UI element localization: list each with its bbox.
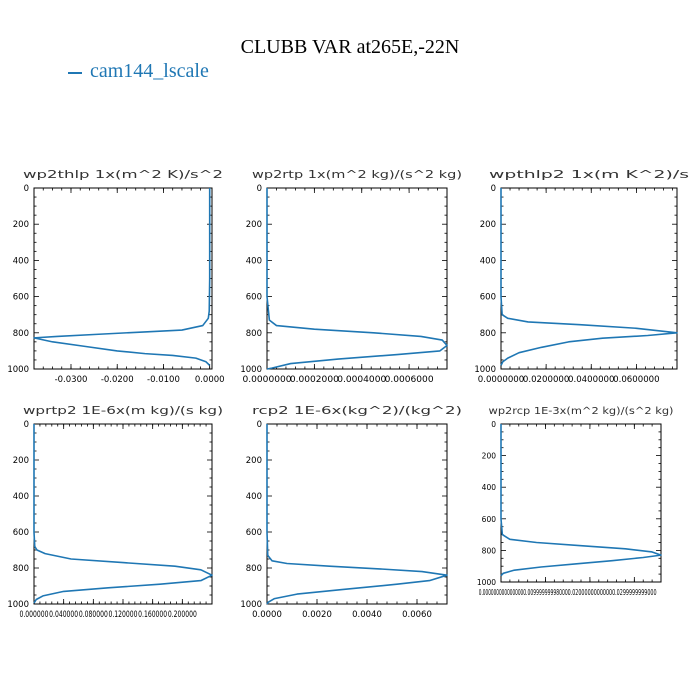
y-tick-label: 600	[13, 528, 29, 538]
y-tick-label: 0	[24, 420, 29, 430]
series-line-cam144_lscale	[500, 188, 678, 366]
y-tick-label: 200	[482, 452, 497, 461]
y-tick-label: 400	[480, 256, 496, 266]
x-tick-label: 0.0400000	[568, 375, 615, 385]
series-line-cam144_lscale	[266, 424, 448, 605]
y-tick-label: 200	[246, 456, 262, 466]
chart-panel-6: wp2rcp 1E-3x(m^2 kg)/(s^2 kg) 0 200 400 600 8…	[477, 406, 674, 597]
y-tick-label: 800	[482, 546, 497, 555]
x-tick-label: 0.0002000	[290, 375, 339, 385]
x-tick-label: 0.0000000	[243, 375, 292, 385]
x-tick-label: 0.0020	[302, 610, 332, 620]
y-tick-label: 1000	[477, 578, 496, 587]
chart-panel-3: wpthlp2 1x(m K^2)/s 0 200 400 600 800 10000.00…	[474, 169, 689, 385]
x-tick-label: 0.080000	[79, 610, 108, 620]
y-tick-label: 1000	[240, 600, 262, 610]
y-tick-label: 1000	[474, 365, 496, 375]
plot-frame	[33, 423, 213, 605]
y-tick-label: 1000	[240, 365, 262, 375]
x-tick-label: 0.160000	[138, 610, 167, 620]
x-tick-label: 0.0060	[402, 610, 432, 620]
y-tick-label: 1000	[7, 600, 29, 610]
x-tick-label: 0.000000	[20, 610, 49, 620]
plot-frame	[33, 187, 213, 370]
x-tick-label: 0.0200000	[523, 375, 570, 385]
chart-panel-1: wp2thlp 1x(m^2 K)/s^2 0 200 400 600 800 1000 -0…	[7, 169, 224, 385]
y-tick-label: 600	[246, 293, 262, 303]
y-tick-label: 400	[246, 256, 262, 266]
y-tick-label: 600	[482, 515, 497, 524]
chart-panel-5: rcp2 1E-6x(kg^2)/(kg^2) 0 200 400 600 800 1000…	[240, 405, 462, 620]
x-tick-label: 0.0004000	[337, 375, 386, 385]
x-tick-label: 0.0600000	[613, 375, 660, 385]
x-tick-label: 0.120000	[109, 610, 138, 620]
x-tick-label: -0.0200	[101, 375, 134, 385]
x-tick-label: 0.000000000000000	[479, 588, 524, 597]
y-tick-label: 400	[13, 492, 29, 502]
y-tick-label: 400	[482, 483, 497, 492]
x-tick-label: 0.0000	[195, 375, 225, 385]
legend-line-swatch	[68, 72, 82, 74]
y-tick-label: 800	[480, 329, 496, 339]
y-tick-label: 800	[246, 329, 262, 339]
y-tick-label: 400	[246, 492, 262, 502]
x-tick-label: -0.0100	[147, 375, 180, 385]
x-tick-label: 0.00999999998000	[523, 588, 568, 597]
series-line-cam144_lscale	[33, 424, 213, 604]
x-tick-label: 0.040000	[49, 610, 78, 620]
y-tick-label: 400	[13, 256, 29, 266]
y-tick-label: 0	[257, 420, 262, 430]
y-tick-label: 200	[13, 456, 29, 466]
y-tick-label: 600	[480, 293, 496, 303]
y-tick-label: 0	[491, 420, 496, 429]
y-tick-label: 1000	[7, 365, 29, 375]
y-tick-label: 200	[480, 220, 496, 230]
series-line-cam144_lscale	[500, 424, 662, 577]
x-tick-label: 0.200000	[168, 610, 197, 620]
page-title: CLUBB VAR at265E,-22N	[240, 36, 460, 58]
x-tick-label: -0.0300	[55, 375, 88, 385]
plot-frame	[500, 187, 678, 370]
chart-panel-2: wp2rtp 1x(m^2 kg)/(s^2 kg) 0 200 400 600 800 1…	[240, 169, 462, 385]
series-line-cam144_lscale	[266, 188, 448, 370]
chart-title: wp2rtp 1x(m^2 kg)/(s^2 kg)	[252, 169, 462, 181]
y-tick-label: 200	[13, 220, 29, 230]
x-tick-label: 0.0040	[352, 610, 382, 620]
plot-frame	[266, 423, 448, 605]
y-tick-label: 200	[246, 220, 262, 230]
x-tick-label: 0.0200000000000	[568, 588, 613, 597]
y-tick-label: 0	[257, 184, 262, 194]
y-tick-label: 800	[246, 564, 262, 574]
y-tick-label: 600	[246, 528, 262, 538]
x-tick-label: 0.0006000	[385, 375, 434, 385]
y-tick-label: 600	[13, 293, 29, 303]
plot-frame	[266, 187, 448, 370]
chart-title: wp2rcp 1E-3x(m^2 kg)/(s^2 kg)	[489, 406, 674, 417]
x-tick-label: 0.0000	[252, 610, 282, 620]
y-tick-label: 800	[13, 564, 29, 574]
chart-title: wp2thlp 1x(m^2 K)/s^2	[23, 169, 223, 181]
x-tick-label: 0.0299999999000	[612, 588, 657, 597]
series-line-cam144_lscale	[33, 188, 211, 366]
legend-label: cam144_lscale	[90, 60, 209, 82]
chart-title: wpthlp2 1x(m K^2)/s	[489, 169, 689, 181]
x-tick-label: 0.0000000	[478, 375, 525, 385]
chart-panel-4: wprtp2 1E-6x(m kg)/(s kg) 0 200 400 600 800 10…	[7, 405, 223, 620]
chart-title: rcp2 1E-6x(kg^2)/(kg^2)	[252, 405, 462, 417]
y-tick-label: 800	[13, 329, 29, 339]
chart-title: wprtp2 1E-6x(m kg)/(s kg)	[23, 405, 223, 417]
y-tick-label: 0	[24, 184, 29, 194]
y-tick-label: 0	[491, 184, 496, 194]
